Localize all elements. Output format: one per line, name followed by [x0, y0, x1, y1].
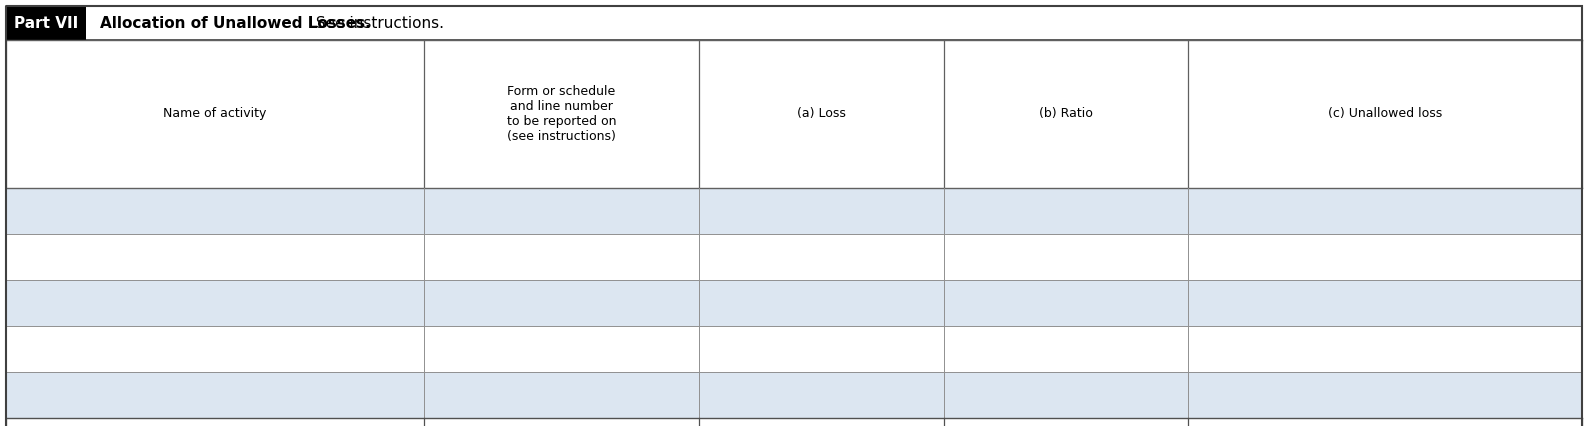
- Text: (b) Ratio: (b) Ratio: [1039, 107, 1093, 121]
- Text: (a) Loss: (a) Loss: [797, 107, 846, 121]
- Bar: [6, 6, 1582, 40]
- Text: Part VII: Part VII: [14, 15, 78, 31]
- Bar: [6, 280, 1582, 326]
- Bar: [6, 418, 1582, 426]
- Bar: [6, 6, 86, 40]
- Bar: [6, 326, 1582, 372]
- Text: Form or schedule
and line number
to be reported on
(see instructions): Form or schedule and line number to be r…: [507, 85, 616, 143]
- Bar: [6, 188, 1582, 234]
- Bar: [6, 40, 1582, 188]
- Text: (c) Unallowed loss: (c) Unallowed loss: [1328, 107, 1442, 121]
- Bar: [6, 234, 1582, 280]
- Bar: [6, 372, 1582, 418]
- Text: Name of activity: Name of activity: [164, 107, 267, 121]
- Text: Allocation of Unallowed Losses.: Allocation of Unallowed Losses.: [100, 15, 370, 31]
- Text: See instructions.: See instructions.: [311, 15, 443, 31]
